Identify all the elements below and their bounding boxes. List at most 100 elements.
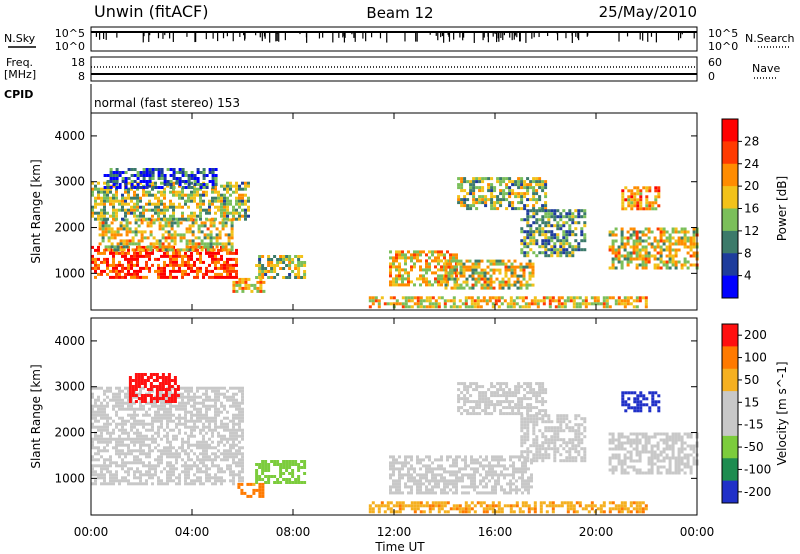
data-cell: [169, 263, 172, 267]
data-cell: [531, 283, 535, 287]
data-cell: [169, 199, 172, 203]
data-cell: [154, 168, 158, 171]
data-cell: [532, 209, 536, 213]
data-cell: [416, 458, 419, 462]
data-cell: [477, 277, 481, 281]
data-cell: [568, 459, 572, 463]
data-cell: [488, 473, 491, 477]
data-cell: [130, 183, 134, 186]
data-cell: [574, 215, 578, 219]
data-cell: [214, 275, 217, 279]
data-cell: [154, 193, 157, 197]
data-cell: [571, 459, 575, 463]
data-cell: [611, 263, 615, 267]
data-cell: [494, 296, 498, 300]
data-cell: [487, 400, 491, 404]
data-cell: [500, 464, 503, 468]
data-cell: [497, 482, 500, 486]
data-cell: [100, 449, 103, 453]
data-cell: [181, 401, 184, 405]
data-cell: [419, 302, 423, 306]
data-cell: [214, 199, 217, 203]
data-cell: [476, 305, 480, 309]
data-cell: [178, 431, 181, 435]
data-cell: [202, 171, 206, 174]
data-cell: [563, 302, 567, 306]
data-cell: [94, 398, 97, 402]
data-cell: [205, 458, 208, 462]
data-cell: [520, 192, 524, 196]
data-cell: [574, 239, 578, 243]
data-cell: [467, 473, 470, 477]
data-cell: [155, 242, 159, 246]
data-cell: [428, 302, 432, 306]
data-cell: [202, 464, 205, 468]
data-cell: [119, 224, 123, 228]
data-cell: [223, 479, 226, 483]
data-cell: [258, 273, 262, 276]
data-cell: [139, 275, 142, 279]
data-cell: [505, 397, 509, 401]
data-cell: [118, 275, 121, 279]
data-cell: [187, 467, 190, 471]
data-cell: [97, 196, 100, 200]
data-cell: [574, 450, 578, 454]
data-cell: [416, 473, 419, 477]
data-cell: [626, 296, 630, 300]
data-cell: [493, 403, 497, 407]
data-cell: [161, 388, 165, 391]
data-cell: [212, 248, 216, 252]
data-cell: [527, 482, 530, 486]
data-cell: [461, 458, 464, 462]
data-cell: [164, 394, 168, 397]
data-cell: [624, 186, 628, 190]
data-cell: [214, 389, 217, 393]
data-cell: [452, 485, 455, 489]
data-cell: [487, 403, 491, 407]
data-cell: [665, 260, 669, 264]
data-cell: [127, 413, 130, 417]
data-cell: [130, 425, 133, 429]
data-cell: [475, 406, 479, 410]
data-cell: [565, 417, 569, 421]
data-cell: [526, 391, 530, 395]
data-cell: [215, 242, 219, 246]
data-cell: [167, 248, 171, 252]
data-cell: [620, 227, 624, 231]
data-cell: [455, 461, 458, 465]
data-cell: [122, 242, 126, 246]
data-cell: [223, 187, 226, 191]
data-cell: [103, 473, 106, 477]
data-cell: [223, 208, 226, 212]
data-cell: [145, 190, 148, 194]
data-cell: [470, 305, 474, 309]
data-cell: [484, 412, 488, 416]
data-cell: [544, 230, 548, 234]
data-cell: [636, 189, 640, 193]
data-cell: [112, 217, 115, 221]
data-cell: [538, 382, 542, 386]
data-cell: [205, 479, 208, 483]
data-cell: [136, 177, 140, 180]
data-cell: [169, 410, 172, 414]
data-cell: [175, 190, 178, 194]
data-cell: [208, 428, 211, 432]
data-cell: [130, 407, 133, 411]
data-cell: [526, 218, 530, 222]
data-cell: [457, 394, 461, 398]
data-cell: [577, 453, 581, 457]
data-cell: [520, 180, 524, 184]
data-cell: [199, 183, 203, 186]
data-cell: [238, 401, 241, 405]
data-cell: [535, 435, 539, 439]
data-cell: [118, 389, 121, 393]
data-cell: [288, 481, 292, 484]
data-cell: [550, 447, 554, 451]
data-cell: [232, 257, 235, 261]
data-cell: [113, 230, 117, 234]
data-cell: [602, 305, 606, 309]
data-cell: [538, 409, 542, 413]
data-cell: [178, 177, 182, 180]
data-cell: [509, 299, 513, 303]
data-cell: [163, 260, 166, 264]
